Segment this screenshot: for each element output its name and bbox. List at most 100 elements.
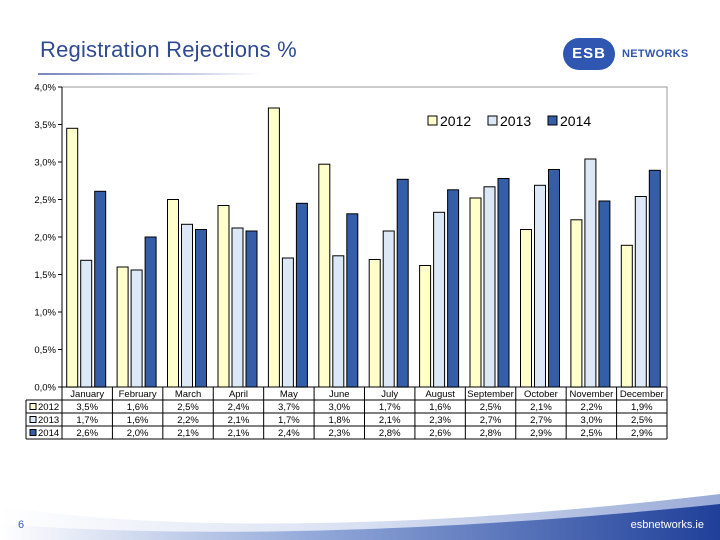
table-series-label: 2013 <box>38 415 59 426</box>
data-label: 2,5% <box>631 415 653 426</box>
x-tick-label: July <box>381 389 398 400</box>
bar-2012-may <box>267 107 280 388</box>
bar-2014-july <box>396 178 409 388</box>
page-number: 6 <box>18 519 25 531</box>
esb-networks-logo: ESB NETWORKS <box>563 38 688 72</box>
x-tick-label: May <box>280 389 298 400</box>
bar-2013-march <box>181 223 193 388</box>
bar-2013-april <box>231 227 244 388</box>
legend-key-2013 <box>487 115 498 126</box>
x-tick-label: January <box>70 389 104 400</box>
y-tick-label: 4,0% <box>34 83 56 94</box>
data-label: 2,2% <box>581 402 603 413</box>
data-label: 1,6% <box>429 402 451 413</box>
data-label: 2,7% <box>530 415 552 426</box>
y-tick-label: 3,5% <box>34 120 56 131</box>
y-tick-label: 0,5% <box>34 345 56 356</box>
bar-2013-november <box>584 158 597 388</box>
data-label: 2,1% <box>228 428 250 439</box>
bar-2014-april <box>245 230 258 388</box>
data-label: 2,9% <box>631 428 653 439</box>
bar-2013-february <box>130 269 143 388</box>
y-tick-label: 2,0% <box>34 233 56 244</box>
slide-title: Registration Rejections % <box>40 37 297 62</box>
bar-2014-december <box>648 169 661 388</box>
data-label: 2,4% <box>228 402 250 413</box>
logo-badge: ESB <box>563 38 615 70</box>
x-tick-label: March <box>175 389 201 400</box>
bar-2013-december <box>634 196 647 388</box>
x-tick-label: June <box>329 389 350 400</box>
data-label: 1,6% <box>127 415 149 426</box>
bar-2012-march <box>167 199 179 388</box>
data-label: 3,7% <box>278 402 300 413</box>
table-series-label: 2014 <box>38 428 59 439</box>
bar-2012-january <box>66 127 79 388</box>
data-label: 1,7% <box>379 402 401 413</box>
data-label: 2,5% <box>581 428 603 439</box>
x-tick-label: September <box>467 389 513 400</box>
x-tick-label: December <box>620 389 664 400</box>
bar-2014-august <box>447 189 460 388</box>
legend-label: 2013 <box>500 113 531 129</box>
bar-2012-june <box>318 163 331 388</box>
data-label: 3,0% <box>328 402 350 413</box>
data-label: 2,8% <box>379 428 401 439</box>
bar-2014-october <box>548 169 560 388</box>
x-tick-label: October <box>524 389 558 400</box>
legend-key-2014 <box>547 115 558 126</box>
y-tick-label: 1,5% <box>34 270 56 281</box>
x-tick-label: August <box>425 389 455 400</box>
y-tick-label: 3,0% <box>34 158 56 169</box>
data-label: 2,5% <box>177 402 199 413</box>
y-tick-label: 2,5% <box>34 195 56 206</box>
data-label: 1,8% <box>328 415 350 426</box>
data-label: 2,2% <box>177 415 199 426</box>
x-tick-label: November <box>569 389 613 400</box>
data-label: 3,0% <box>581 415 603 426</box>
bar-2014-february <box>144 236 157 388</box>
data-label: 1,6% <box>127 402 149 413</box>
legend-label: 2014 <box>560 113 591 129</box>
bar-2014-march <box>195 229 207 388</box>
bar-2012-december <box>620 244 633 388</box>
bar-2013-june <box>332 255 345 388</box>
data-label: 2,6% <box>429 428 451 439</box>
bar-2013-august <box>433 211 446 388</box>
site-url: esbnetworks.ie <box>630 519 704 531</box>
data-label: 1,9% <box>631 402 653 413</box>
x-tick-label: April <box>229 389 248 400</box>
title-underline <box>38 73 260 75</box>
data-label: 1,7% <box>76 415 98 426</box>
data-label: 2,3% <box>429 415 451 426</box>
bar-2012-august <box>419 265 432 388</box>
table-series-label: 2012 <box>38 402 59 413</box>
bar-2012-september <box>469 197 482 388</box>
table-legend-key-2013 <box>29 416 37 423</box>
data-label: 1,7% <box>278 415 300 426</box>
bar-2013-october <box>534 184 546 388</box>
bar-2014-may <box>295 202 308 388</box>
bar-2012-february <box>116 266 129 388</box>
logo-text: NETWORKS <box>622 48 689 60</box>
data-label: 2,1% <box>228 415 250 426</box>
data-label: 3,5% <box>76 402 98 413</box>
logo-badge-text: ESB <box>572 45 606 62</box>
legend-label: 2012 <box>440 113 471 129</box>
bar-2012-april <box>217 205 230 388</box>
bar-2013-may <box>281 257 294 388</box>
y-tick-label: 0,0% <box>34 383 56 394</box>
legend-key-2012 <box>427 115 438 126</box>
data-label: 2,6% <box>76 428 98 439</box>
bar-2014-november <box>598 200 611 388</box>
bar-2012-november <box>570 219 583 388</box>
bar-2012-october <box>520 229 532 388</box>
data-label: 2,4% <box>278 428 300 439</box>
bar-2014-june <box>346 213 359 388</box>
bar-2014-january <box>94 190 107 388</box>
data-label: 2,1% <box>177 428 199 439</box>
y-tick-label: 1,0% <box>34 308 56 319</box>
data-label: 2,3% <box>328 428 350 439</box>
bar-2014-september <box>497 178 510 388</box>
data-label: 2,1% <box>530 402 552 413</box>
